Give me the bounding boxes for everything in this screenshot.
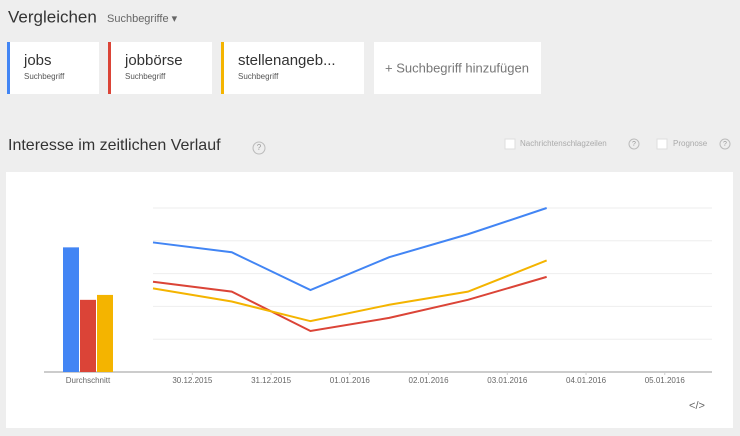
- add-term-card[interactable]: [374, 42, 541, 94]
- term-type: Suchbegriff: [125, 72, 166, 81]
- option-label[interactable]: Prognose: [673, 139, 708, 148]
- term-color-bar: [108, 42, 111, 94]
- term-name: jobbörse: [124, 52, 183, 69]
- chart-card: [6, 172, 733, 428]
- average-bar: [63, 247, 79, 372]
- x-tick-label: 02.01.2016: [409, 376, 450, 385]
- option-label[interactable]: Nachrichtenschlagzeilen: [520, 139, 607, 148]
- add-term[interactable]: + Suchbegriff hinzufügen: [385, 60, 529, 75]
- help-icon[interactable]: [719, 138, 731, 150]
- x-tick-label: 30.12.2015: [172, 376, 213, 385]
- checkbox[interactable]: [656, 138, 668, 150]
- term-card[interactable]: [7, 42, 99, 94]
- x-tick-label: 03.01.2016: [487, 376, 528, 385]
- term-dropdown[interactable]: Suchbegriffe ▾: [107, 13, 178, 25]
- help-icon[interactable]: [628, 138, 640, 150]
- x-tick-label: 04.01.2016: [566, 376, 607, 385]
- average-bar: [80, 299, 96, 372]
- x-tick-label: 05.01.2016: [645, 376, 686, 385]
- term-name: stellenangeb...: [238, 52, 336, 69]
- series-line: [152, 275, 547, 333]
- x-tick-label: 01.01.2016: [330, 376, 371, 385]
- term-color-bar: [7, 42, 10, 94]
- help-icon-text[interactable]: ?: [632, 141, 636, 148]
- page-title: Vergleichen: [8, 7, 97, 26]
- average-bar: [97, 294, 113, 372]
- embed-icon[interactable]: </>: [689, 400, 705, 412]
- x-tick-label: 31.12.2015: [251, 376, 292, 385]
- term-color-bar: [221, 42, 224, 94]
- help-icon[interactable]: [252, 141, 266, 155]
- help-icon-text[interactable]: ?: [257, 143, 262, 152]
- series-line: [152, 259, 548, 323]
- checkbox[interactable]: [504, 138, 516, 150]
- series-line: [152, 207, 547, 292]
- term-type: Suchbegriff: [238, 72, 279, 81]
- term-card[interactable]: [108, 42, 212, 94]
- term-card[interactable]: [221, 42, 364, 94]
- term-name: jobs: [23, 52, 52, 69]
- average-label: Durchschnitt: [66, 376, 111, 385]
- section-title: Interesse im zeitlichen Verlauf: [8, 137, 221, 154]
- term-type: Suchbegriff: [24, 72, 65, 81]
- help-icon-text[interactable]: ?: [723, 141, 727, 148]
